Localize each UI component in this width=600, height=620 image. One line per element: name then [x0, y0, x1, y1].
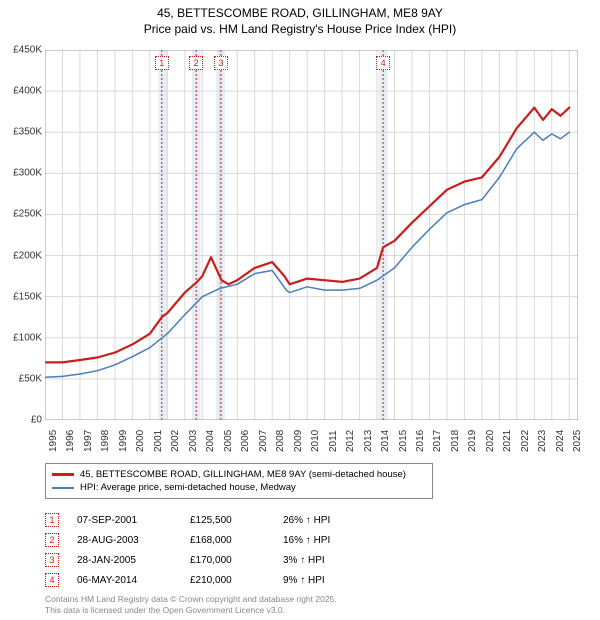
sales-price: £170,000 [190, 555, 265, 566]
legend-row-1: 45, BETTESCOMBE ROAD, GILLINGHAM, ME8 9A… [52, 468, 426, 481]
legend-row-2: HPI: Average price, semi-detached house,… [52, 481, 426, 494]
y-tick-label: £400K [2, 86, 42, 97]
sales-marker: 4 [45, 573, 59, 587]
x-tick-label: 2005 [223, 430, 234, 452]
y-tick-label: £450K [2, 45, 42, 56]
x-tick-label: 2019 [467, 430, 478, 452]
x-tick-label: 1998 [100, 430, 111, 452]
legend-swatch-2 [52, 487, 74, 489]
x-tick-label: 2009 [293, 430, 304, 452]
x-tick-label: 1996 [65, 430, 76, 452]
y-tick-label: £300K [2, 168, 42, 179]
x-tick-label: 2002 [170, 430, 181, 452]
sales-marker: 2 [45, 533, 59, 547]
x-tick-label: 2013 [363, 430, 374, 452]
sales-date: 28-JAN-2005 [77, 555, 172, 566]
sales-price: £168,000 [190, 535, 265, 546]
y-tick-label: £350K [2, 127, 42, 138]
chart-title: 45, BETTESCOMBE ROAD, GILLINGHAM, ME8 9A… [0, 0, 600, 37]
x-tick-label: 2024 [555, 430, 566, 452]
sales-date: 07-SEP-2001 [77, 515, 172, 526]
legend-swatch-1 [52, 473, 74, 476]
legend-label-1: 45, BETTESCOMBE ROAD, GILLINGHAM, ME8 9A… [80, 469, 406, 480]
chart-svg [45, 50, 578, 420]
event-marker-3: 3 [214, 56, 228, 70]
chart-container: 45, BETTESCOMBE ROAD, GILLINGHAM, ME8 9A… [0, 0, 600, 620]
x-tick-label: 1995 [48, 430, 59, 452]
x-tick-label: 2023 [537, 430, 548, 452]
legend-label-2: HPI: Average price, semi-detached house,… [80, 482, 296, 493]
x-tick-label: 2007 [258, 430, 269, 452]
attribution-text: Contains HM Land Registry data © Crown c… [45, 594, 575, 616]
sales-change: 26% ↑ HPI [283, 515, 373, 526]
legend-box: 45, BETTESCOMBE ROAD, GILLINGHAM, ME8 9A… [45, 463, 433, 499]
x-tick-label: 2003 [188, 430, 199, 452]
x-tick-label: 2014 [380, 430, 391, 452]
title-line-2: Price paid vs. HM Land Registry's House … [10, 22, 590, 38]
y-tick-label: £0 [2, 415, 42, 426]
event-marker-1: 1 [155, 56, 169, 70]
sales-row: 1 07-SEP-2001 £125,500 26% ↑ HPI [45, 510, 373, 530]
sales-change: 3% ↑ HPI [283, 555, 373, 566]
sales-table: 1 07-SEP-2001 £125,500 26% ↑ HPI 2 28-AUG-200… [45, 510, 373, 590]
sales-price: £210,000 [190, 575, 265, 586]
sales-marker: 3 [45, 553, 59, 567]
x-tick-label: 2021 [502, 430, 513, 452]
chart-plot-area: £0£50K£100K£150K£200K£250K£300K£350K£400… [45, 50, 578, 420]
sales-change: 9% ↑ HPI [283, 575, 373, 586]
x-tick-label: 2020 [485, 430, 496, 452]
x-tick-label: 2006 [240, 430, 251, 452]
sales-date: 06-MAY-2014 [77, 575, 172, 586]
event-marker-2: 2 [189, 56, 203, 70]
x-tick-label: 2000 [135, 430, 146, 452]
x-tick-label: 2017 [432, 430, 443, 452]
x-tick-label: 2004 [205, 430, 216, 452]
x-tick-label: 2012 [345, 430, 356, 452]
sales-marker: 1 [45, 513, 59, 527]
sales-row: 4 06-MAY-2014 £210,000 9% ↑ HPI [45, 570, 373, 590]
y-tick-label: £100K [2, 332, 42, 343]
x-tick-label: 2011 [328, 430, 339, 452]
y-tick-label: £150K [2, 291, 42, 302]
x-tick-label: 2015 [398, 430, 409, 452]
x-tick-label: 2001 [153, 430, 164, 452]
sales-price: £125,500 [190, 515, 265, 526]
y-tick-label: £200K [2, 250, 42, 261]
attribution-line-2: This data is licensed under the Open Gov… [45, 605, 575, 616]
x-tick-label: 2016 [415, 430, 426, 452]
sales-change: 16% ↑ HPI [283, 535, 373, 546]
y-tick-label: £250K [2, 209, 42, 220]
sales-date: 28-AUG-2003 [77, 535, 172, 546]
x-tick-label: 1999 [118, 430, 129, 452]
x-tick-label: 2008 [275, 430, 286, 452]
sales-row: 3 28-JAN-2005 £170,000 3% ↑ HPI [45, 550, 373, 570]
event-marker-4: 4 [376, 56, 390, 70]
x-tick-label: 1997 [83, 430, 94, 452]
x-tick-label: 2025 [572, 430, 583, 452]
x-tick-label: 2018 [450, 430, 461, 452]
title-line-1: 45, BETTESCOMBE ROAD, GILLINGHAM, ME8 9A… [10, 6, 590, 22]
sales-row: 2 28-AUG-2003 £168,000 16% ↑ HPI [45, 530, 373, 550]
x-tick-label: 2022 [520, 430, 531, 452]
x-tick-label: 2010 [310, 430, 321, 452]
attribution-line-1: Contains HM Land Registry data © Crown c… [45, 594, 575, 605]
y-tick-label: £50K [2, 373, 42, 384]
